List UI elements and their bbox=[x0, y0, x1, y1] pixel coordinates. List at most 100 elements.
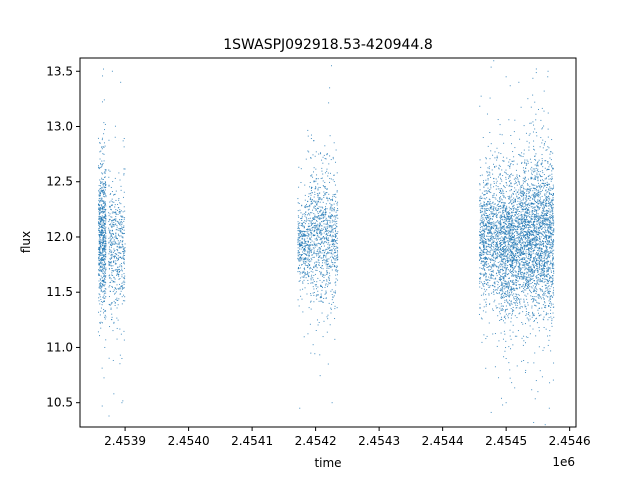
data-point bbox=[99, 254, 101, 256]
data-point bbox=[509, 377, 511, 379]
data-point bbox=[520, 249, 522, 251]
data-point bbox=[481, 243, 483, 245]
data-point bbox=[311, 244, 313, 246]
data-point bbox=[513, 223, 515, 225]
data-point bbox=[499, 217, 501, 219]
data-point bbox=[110, 278, 112, 280]
data-point bbox=[492, 241, 494, 243]
data-point bbox=[118, 172, 120, 174]
data-point bbox=[506, 208, 508, 210]
data-point bbox=[322, 212, 324, 214]
data-point bbox=[505, 211, 507, 213]
data-point bbox=[102, 231, 104, 233]
data-point bbox=[101, 266, 103, 268]
data-point bbox=[508, 216, 510, 218]
data-point bbox=[507, 165, 509, 167]
data-point bbox=[479, 223, 481, 225]
data-point bbox=[101, 198, 103, 200]
data-point bbox=[493, 181, 495, 183]
data-point bbox=[508, 346, 510, 348]
data-point bbox=[520, 205, 522, 207]
data-point bbox=[483, 334, 485, 336]
data-point bbox=[516, 365, 518, 367]
data-point bbox=[324, 181, 326, 183]
data-point bbox=[501, 134, 503, 136]
data-point bbox=[502, 338, 504, 340]
data-point bbox=[486, 220, 488, 222]
data-point bbox=[307, 265, 309, 267]
data-point bbox=[483, 261, 485, 263]
data-point bbox=[101, 197, 103, 199]
data-point bbox=[500, 305, 502, 307]
data-point bbox=[99, 335, 101, 337]
data-point bbox=[108, 237, 110, 239]
data-point bbox=[327, 230, 329, 232]
data-point bbox=[506, 282, 508, 284]
data-point bbox=[489, 207, 491, 209]
data-point bbox=[312, 292, 314, 294]
data-point bbox=[110, 246, 112, 248]
data-point bbox=[104, 259, 106, 261]
data-point bbox=[519, 259, 521, 261]
data-point bbox=[490, 245, 492, 247]
data-point bbox=[523, 226, 525, 228]
data-point bbox=[312, 268, 313, 270]
data-point bbox=[103, 298, 105, 300]
data-point bbox=[323, 255, 325, 257]
data-point bbox=[324, 185, 326, 187]
data-point bbox=[329, 324, 331, 326]
data-point bbox=[305, 235, 307, 237]
data-point bbox=[297, 268, 299, 270]
data-point bbox=[335, 242, 337, 244]
data-point bbox=[479, 278, 481, 280]
data-point bbox=[119, 363, 121, 365]
data-point bbox=[337, 231, 339, 233]
data-point bbox=[488, 208, 490, 210]
data-point bbox=[521, 208, 523, 210]
data-point bbox=[334, 233, 336, 235]
data-point bbox=[303, 262, 305, 264]
data-point bbox=[504, 187, 506, 189]
data-point bbox=[112, 274, 114, 276]
data-point bbox=[519, 312, 521, 314]
data-point bbox=[521, 246, 523, 248]
data-point bbox=[491, 249, 493, 251]
data-point bbox=[299, 289, 301, 291]
data-point bbox=[479, 205, 481, 207]
data-point bbox=[298, 258, 300, 260]
data-point bbox=[320, 225, 322, 227]
data-point bbox=[491, 239, 493, 241]
data-point bbox=[313, 200, 315, 202]
data-point bbox=[100, 150, 102, 152]
data-point bbox=[522, 234, 524, 236]
data-point bbox=[100, 182, 102, 184]
data-point bbox=[312, 277, 314, 279]
data-point bbox=[517, 222, 519, 224]
data-point bbox=[495, 221, 497, 223]
data-point bbox=[325, 248, 327, 250]
data-point bbox=[498, 246, 500, 248]
data-point bbox=[508, 240, 510, 242]
data-point bbox=[502, 253, 504, 255]
data-point bbox=[307, 201, 309, 203]
data-point bbox=[112, 359, 114, 361]
data-point bbox=[488, 217, 490, 219]
data-point bbox=[513, 235, 515, 237]
data-point bbox=[322, 162, 324, 164]
data-point bbox=[110, 244, 112, 246]
data-point bbox=[316, 207, 318, 209]
data-point bbox=[324, 186, 326, 188]
data-point bbox=[104, 251, 106, 253]
data-point bbox=[516, 259, 518, 261]
data-point bbox=[99, 270, 101, 272]
data-point bbox=[507, 242, 509, 244]
data-point bbox=[522, 224, 524, 226]
data-point bbox=[514, 242, 516, 244]
data-point bbox=[318, 206, 320, 208]
data-point bbox=[102, 206, 104, 208]
data-point bbox=[102, 268, 104, 270]
data-point bbox=[503, 251, 505, 253]
data-point bbox=[313, 234, 315, 236]
data-point bbox=[113, 221, 115, 223]
data-point bbox=[507, 259, 509, 261]
